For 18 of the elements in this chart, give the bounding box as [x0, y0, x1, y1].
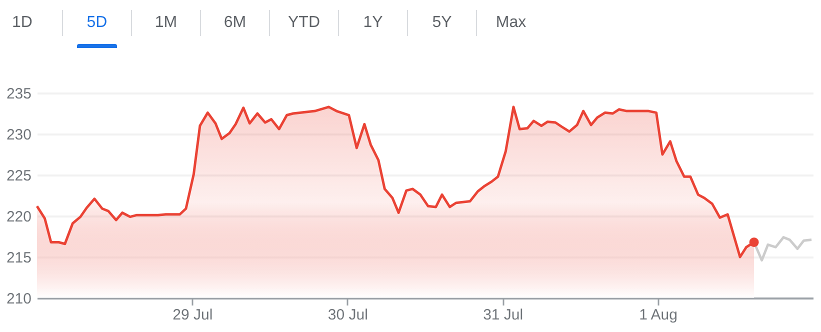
y-tick-label: 235	[6, 86, 32, 102]
text: 6M	[200, 10, 269, 36]
text: Max	[476, 10, 545, 36]
y-tick-label: 230	[6, 126, 32, 144]
text: 1D	[11, 12, 34, 32]
text: 5D	[62, 10, 131, 36]
text: 1M	[131, 10, 200, 36]
y-tick-label: 210	[6, 290, 32, 308]
y-tick-label: 215	[6, 250, 32, 266]
x-tick-label: 29 Jul	[172, 306, 213, 324]
y-tick-label: 225	[6, 168, 32, 184]
x-tick-label: 31 Jul	[483, 306, 524, 324]
text: 1Y	[338, 10, 407, 36]
text: 5Y	[407, 10, 476, 36]
x-tick-label: 30 Jul	[328, 306, 368, 324]
y-tick-label: 220	[6, 208, 32, 226]
x-tick-label: 1 Aug	[639, 306, 678, 324]
text: YTD	[269, 10, 338, 36]
